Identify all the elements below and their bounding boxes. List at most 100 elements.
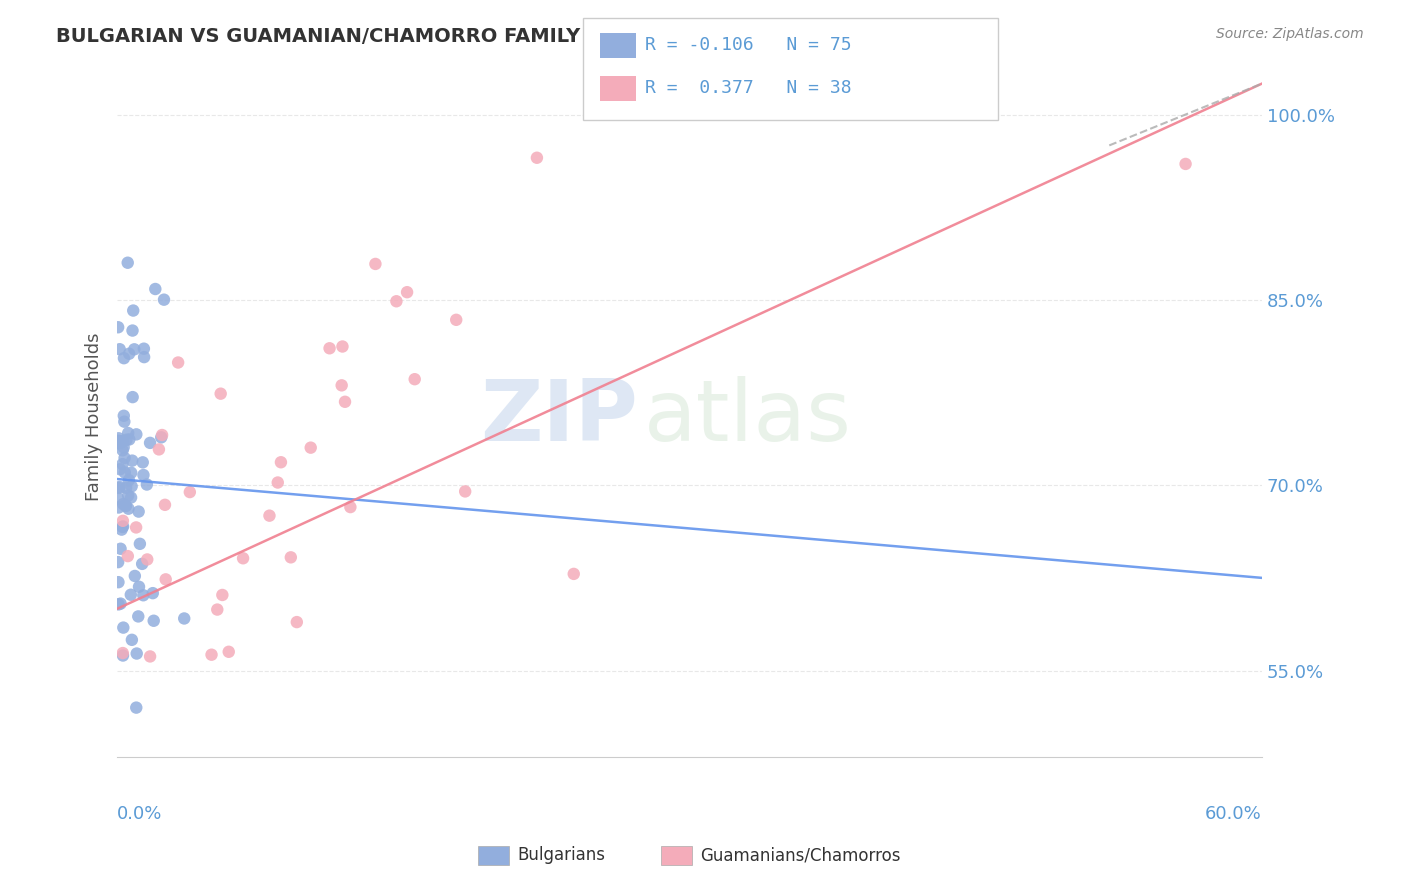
Point [107,598,129,612]
Point [125,647,148,661]
Text: ZIP: ZIP [481,376,638,458]
Point [128,537,150,551]
Point [396,285,419,300]
Point [200,648,222,662]
Text: atlas: atlas [644,376,852,458]
Point [120,588,142,602]
Point [132,455,155,469]
Point [132,342,155,356]
Point [112,497,135,511]
Point [125,427,148,442]
Point [128,580,150,594]
Point [444,313,467,327]
Point [218,645,240,659]
Point [107,491,129,506]
Point [135,477,157,491]
Point [299,441,322,455]
Point [128,505,150,519]
Point [107,555,129,569]
Point [526,151,548,165]
Point [107,575,129,590]
Point [173,611,195,625]
Point [117,256,139,270]
Point [139,649,162,664]
Point [142,586,165,600]
Point [330,378,353,392]
Point [134,350,156,364]
Point [150,430,173,444]
Point [150,428,173,442]
Point [280,550,302,565]
Point [111,514,134,528]
Point [117,425,139,440]
Point [111,457,134,471]
Point [114,450,136,465]
Point [179,485,201,500]
Point [333,394,356,409]
Text: R = -0.106   N = 75: R = -0.106 N = 75 [645,37,852,54]
Point [111,434,134,449]
Point [207,602,229,616]
Point [232,551,254,566]
Point [153,498,176,512]
Point [124,343,146,357]
Point [385,294,408,309]
Point [131,557,153,571]
Point [143,282,166,296]
Text: Bulgarians: Bulgarians [517,847,606,864]
Point [125,520,148,534]
Point [114,499,136,513]
Point [111,646,134,660]
Point [117,549,139,563]
Point [118,347,141,361]
Point [112,351,135,366]
Point [332,339,354,353]
Point [139,435,162,450]
Text: R =  0.377   N = 38: R = 0.377 N = 38 [645,79,852,97]
Point [136,552,159,566]
Point [285,615,308,629]
Point [209,386,232,401]
Point [259,508,281,523]
Point [115,499,138,513]
Text: 0.0%: 0.0% [117,805,163,822]
Point [112,621,135,635]
Point [107,320,129,334]
Point [115,433,138,447]
Text: 60.0%: 60.0% [1205,805,1263,822]
Point [211,588,233,602]
Y-axis label: Family Households: Family Households [86,333,103,501]
Point [121,453,143,467]
Point [132,468,155,483]
Point [562,566,585,581]
Point [118,473,141,487]
Point [115,481,138,495]
Point [121,632,143,647]
Point [108,343,131,357]
Point [120,491,142,505]
Point [270,455,292,469]
Point [339,500,361,514]
Point [404,372,426,386]
Text: BULGARIAN VS GUAMANIAN/CHAMORRO FAMILY HOUSEHOLDS CORRELATION CHART: BULGARIAN VS GUAMANIAN/CHAMORRO FAMILY H… [56,27,979,45]
Point [108,434,131,449]
Point [110,523,132,537]
Point [110,435,132,450]
Point [107,500,129,515]
Point [112,409,135,423]
Point [127,609,149,624]
Point [111,443,134,458]
Point [167,355,190,369]
Point [110,541,132,556]
Point [132,588,155,602]
Text: Source: ZipAtlas.com: Source: ZipAtlas.com [1216,27,1364,41]
Point [108,480,131,494]
Point [110,597,132,611]
Point [117,501,139,516]
Point [124,569,146,583]
Point [122,303,145,318]
Point [267,475,290,490]
Point [118,433,141,447]
Point [153,293,176,307]
Point [148,442,170,457]
